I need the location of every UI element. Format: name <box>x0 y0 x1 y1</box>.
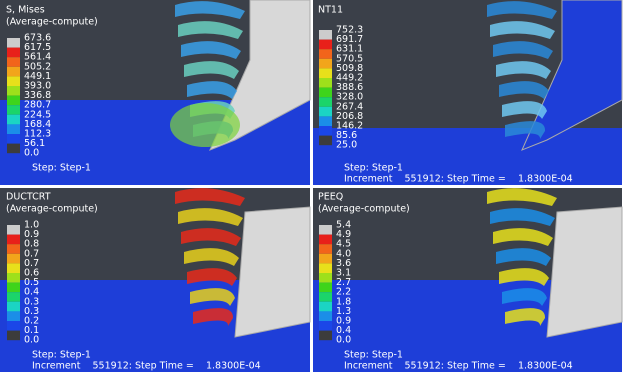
legend-swatch <box>7 48 20 58</box>
legend-swatch <box>7 76 20 86</box>
legend-swatch <box>7 283 20 293</box>
legend-label: 0.0 <box>336 335 351 346</box>
legend-swatch <box>7 292 20 302</box>
legend-label: 0.0 <box>24 148 39 159</box>
legend-subtitle: (Average-compute) <box>318 204 410 215</box>
legend-subtitle: (Average-compute) <box>6 204 98 215</box>
legend-swatch <box>319 235 332 245</box>
legend-swatch <box>7 225 20 235</box>
legend-swatch <box>7 254 20 264</box>
legend-swatch <box>7 331 20 341</box>
legend-swatch <box>319 30 332 40</box>
legend-swatch <box>319 88 332 98</box>
increment-label: Increment 551912: Step Time = 1.8300E-04 <box>344 174 573 185</box>
legend-swatch <box>319 263 332 273</box>
panel: NT11752.3691.7631.1570.5509.8449.2388.63… <box>312 0 622 185</box>
legend-swatch <box>319 116 332 126</box>
legend-swatch <box>319 283 332 293</box>
legend-swatch <box>7 263 20 273</box>
legend-swatch <box>7 311 20 321</box>
legend-label: 0.0 <box>24 335 39 346</box>
legend-swatch <box>319 321 332 331</box>
legend-swatch <box>319 136 332 146</box>
legend-swatch <box>319 49 332 59</box>
increment-label: Increment 551912: Step Time = 1.8300E-04 <box>344 361 573 372</box>
legend-title: NT11 <box>318 5 343 16</box>
tool <box>547 207 622 337</box>
legend-swatch <box>319 97 332 107</box>
panel: DUCTCRT(Average-compute)1.00.90.80.70.70… <box>0 187 310 372</box>
legend-swatch <box>7 302 20 312</box>
legend-swatch <box>7 244 20 254</box>
step-label: Step: Step-1 <box>344 163 403 174</box>
legend-swatch <box>319 331 332 341</box>
legend-swatch <box>319 78 332 88</box>
legend-swatch <box>7 321 20 331</box>
legend-swatch <box>7 67 20 77</box>
panel: S, Mises(Average-compute)673.6617.5561.4… <box>0 0 310 185</box>
legend-swatch <box>7 38 20 48</box>
legend-swatch <box>7 96 20 106</box>
step-label: Step: Step-1 <box>344 350 403 361</box>
legend-swatch <box>7 235 20 245</box>
step-label: Step: Step-1 <box>32 163 91 174</box>
legend-subtitle: (Average-compute) <box>6 17 98 28</box>
panel: PEEQ(Average-compute)5.44.94.54.03.63.12… <box>312 187 622 372</box>
legend-title: PEEQ <box>318 192 343 203</box>
legend-swatch <box>319 68 332 78</box>
stress-zone <box>170 103 240 147</box>
legend-swatch <box>319 254 332 264</box>
legend-swatch <box>7 57 20 67</box>
legend-swatch <box>7 115 20 125</box>
legend-swatch <box>7 105 20 115</box>
legend-swatch <box>319 302 332 312</box>
legend-swatch <box>7 273 20 283</box>
screenshot: S, Mises(Average-compute)673.6617.5561.4… <box>0 0 624 374</box>
legend-swatch <box>7 144 20 154</box>
step-label: Step: Step-1 <box>32 350 91 361</box>
legend-swatch <box>7 134 20 144</box>
legend-swatch <box>319 244 332 254</box>
legend-title: S, Mises <box>6 5 45 16</box>
tool <box>235 207 310 337</box>
legend-swatch <box>319 59 332 69</box>
legend-swatch <box>319 273 332 283</box>
legend-swatch <box>319 311 332 321</box>
increment-label: Increment 551912: Step Time = 1.8300E-04 <box>32 361 261 372</box>
legend-swatch <box>319 292 332 302</box>
legend-swatch <box>319 225 332 235</box>
legend-swatch <box>319 40 332 50</box>
legend-swatch <box>319 107 332 117</box>
legend-swatch <box>319 126 332 136</box>
legend-title: DUCTCRT <box>6 192 51 203</box>
legend-swatch <box>7 124 20 134</box>
legend-label: 25.0 <box>336 140 357 151</box>
legend-swatch <box>7 86 20 96</box>
